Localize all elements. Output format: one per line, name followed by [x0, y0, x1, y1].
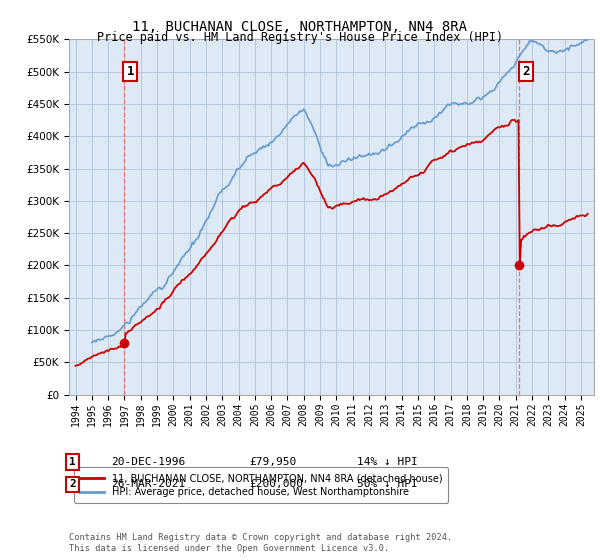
Text: Price paid vs. HM Land Registry's House Price Index (HPI): Price paid vs. HM Land Registry's House …: [97, 31, 503, 44]
Text: 2: 2: [69, 479, 76, 489]
Text: 1: 1: [69, 457, 76, 467]
Text: 14% ↓ HPI: 14% ↓ HPI: [357, 457, 418, 467]
Text: Contains HM Land Registry data © Crown copyright and database right 2024.
This d: Contains HM Land Registry data © Crown c…: [69, 533, 452, 553]
Text: 2: 2: [522, 65, 529, 78]
Text: £200,000: £200,000: [249, 479, 303, 489]
Text: 50% ↓ HPI: 50% ↓ HPI: [357, 479, 418, 489]
Text: 20-DEC-1996: 20-DEC-1996: [111, 457, 185, 467]
Text: 11, BUCHANAN CLOSE, NORTHAMPTON, NN4 8RA: 11, BUCHANAN CLOSE, NORTHAMPTON, NN4 8RA: [133, 20, 467, 34]
Text: 1: 1: [127, 65, 134, 78]
Text: £79,950: £79,950: [249, 457, 296, 467]
Legend: 11, BUCHANAN CLOSE, NORTHAMPTON, NN4 8RA (detached house), HPI: Average price, d: 11, BUCHANAN CLOSE, NORTHAMPTON, NN4 8RA…: [74, 467, 448, 503]
Text: 26-MAR-2021: 26-MAR-2021: [111, 479, 185, 489]
